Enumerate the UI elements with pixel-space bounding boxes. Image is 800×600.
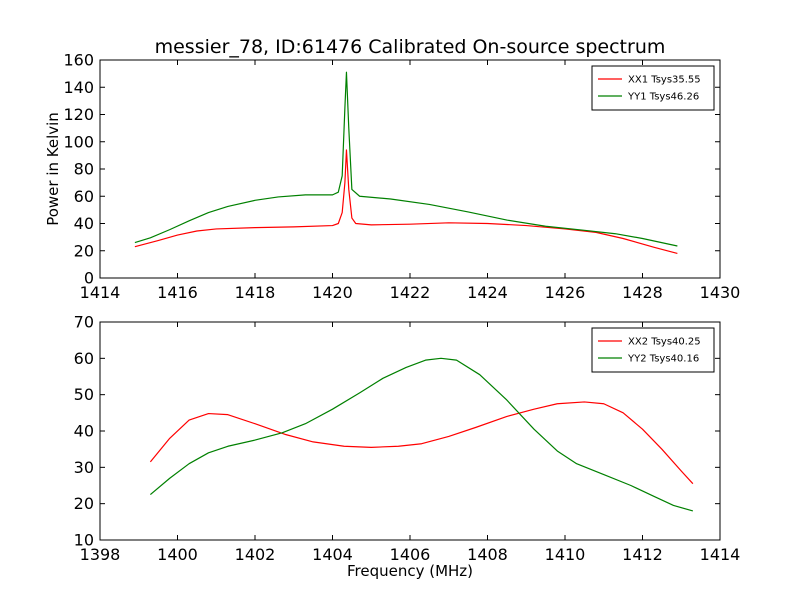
y-tick-label: 50 xyxy=(74,385,94,404)
y-tick-label: 70 xyxy=(74,313,94,332)
legend-box xyxy=(591,65,715,111)
y-tick-label: 80 xyxy=(74,160,94,179)
y-tick-label: 140 xyxy=(63,78,94,97)
x-tick-label: 1404 xyxy=(312,545,353,564)
y-tick-label: 40 xyxy=(74,214,94,233)
x-tick-label: 1430 xyxy=(700,283,741,302)
x-tick-label: 1426 xyxy=(545,283,586,302)
legend: XX2 Tsys40.25 YY2 Tsys40.16 xyxy=(591,327,715,373)
y-tick-label: 60 xyxy=(74,187,94,206)
x-tick-label: 1414 xyxy=(80,283,121,302)
legend-label: XX2 Tsys40.25 xyxy=(628,337,701,348)
x-tick-label: 1402 xyxy=(235,545,276,564)
y-tick-label: 60 xyxy=(74,349,94,368)
x-tick-label: 1422 xyxy=(390,283,431,302)
y-axis-label: Power in Kelvin xyxy=(44,112,62,226)
x-tick-label: 1428 xyxy=(622,283,663,302)
x-tick-label: 1410 xyxy=(545,545,586,564)
y-tick-label: 120 xyxy=(63,105,94,124)
x-tick-label: 1406 xyxy=(390,545,431,564)
x-tick-label: 1414 xyxy=(700,545,741,564)
series-line-xx1 xyxy=(134,149,678,255)
chart-title: messier_78, ID:61476 Calibrated On-sourc… xyxy=(155,36,666,58)
legend-box xyxy=(591,327,715,373)
y-tick-label: 20 xyxy=(74,241,94,260)
x-tick-label: 1400 xyxy=(157,545,198,564)
series-line-yy1 xyxy=(134,71,678,247)
bottom-spectrum-panel: 1398 1400 1402 1404 1406 1408 1410 1412 1414 10 20… xyxy=(74,313,741,565)
x-tick-label: 1408 xyxy=(467,545,508,564)
legend: XX1 Tsys35.55 YY1 Tsys46.26 xyxy=(591,65,715,111)
legend-label: YY2 Tsys40.16 xyxy=(627,354,699,365)
y-tick-label: 20 xyxy=(74,494,94,513)
x-tick-label: 1398 xyxy=(80,545,121,564)
x-tick-label: 1416 xyxy=(157,283,198,302)
y-tick-label: 40 xyxy=(74,422,94,441)
y-tick-label: 30 xyxy=(74,458,94,477)
y-tick-label: 100 xyxy=(63,132,94,151)
x-tick-label: 1420 xyxy=(312,283,353,302)
y-tick-label: 160 xyxy=(63,51,94,70)
x-tick-label: 1424 xyxy=(467,283,508,302)
top-spectrum-panel: 1414 1416 1418 1420 1422 1424 1426 1428 1430 0 20 4… xyxy=(44,51,740,303)
series-line-xx2 xyxy=(149,401,694,485)
legend-label: YY1 Tsys46.26 xyxy=(627,92,699,103)
y-tick-label: 0 xyxy=(84,269,94,288)
x-tick-label: 1418 xyxy=(235,283,276,302)
series-line-yy2 xyxy=(149,357,694,512)
legend-label: XX1 Tsys35.55 xyxy=(628,75,701,86)
x-axis-label: Frequency (MHz) xyxy=(347,562,473,580)
y-tick-label: 10 xyxy=(74,531,94,550)
x-tick-label: 1412 xyxy=(622,545,663,564)
